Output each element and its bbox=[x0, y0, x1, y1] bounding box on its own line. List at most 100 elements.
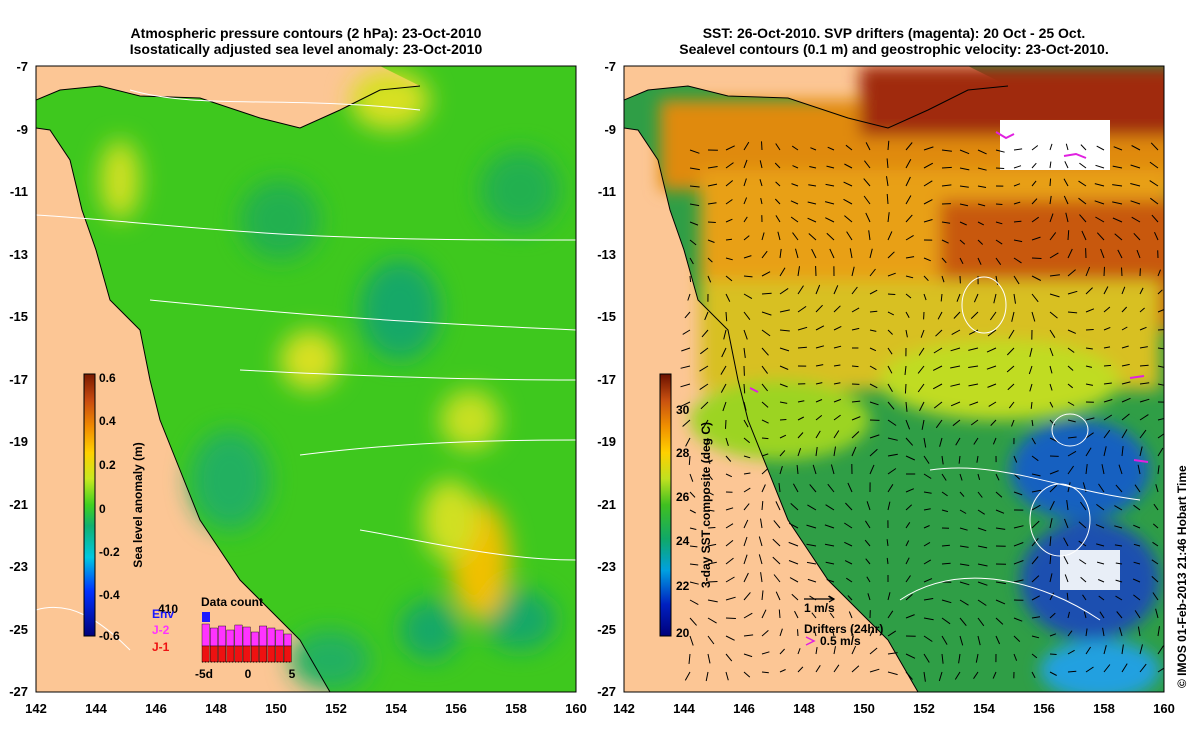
velocity-arrow bbox=[1031, 162, 1037, 169]
velocity-arrow bbox=[815, 382, 823, 385]
right-y-tick: -27 bbox=[597, 684, 616, 699]
velocity-arrow bbox=[970, 419, 979, 426]
velocity-arrow bbox=[1137, 464, 1141, 475]
left-y-tick: -19 bbox=[9, 434, 28, 449]
velocity-arrow bbox=[797, 266, 800, 277]
velocity-arrow bbox=[775, 501, 781, 511]
velocity-arrow bbox=[824, 201, 835, 205]
velocity-arrow bbox=[707, 617, 717, 624]
right-colorbar-gradient bbox=[659, 373, 672, 637]
velocity-arrow-field bbox=[680, 140, 1164, 682]
velocity-arrow bbox=[1031, 311, 1036, 322]
left-x-tick: 152 bbox=[325, 701, 347, 716]
left-title-line1: Atmospheric pressure contours (2 hPa): 2… bbox=[131, 25, 482, 41]
right-title-line2: Sealevel contours (0.1 m) and geostrophi… bbox=[679, 41, 1108, 57]
velocity-arrow bbox=[1049, 401, 1054, 408]
velocity-scale-legend: 1 m/s Drifters (24hr) 0.5 m/s bbox=[804, 595, 883, 648]
velocity-arrow bbox=[761, 453, 769, 457]
velocity-arrow bbox=[797, 346, 807, 349]
velocity-arrow bbox=[760, 518, 763, 529]
velocity-arrow bbox=[1085, 347, 1093, 350]
velocity-arrow bbox=[1130, 164, 1141, 169]
data-count-j2-bar bbox=[259, 625, 267, 647]
velocity-arrow bbox=[680, 365, 691, 369]
velocity-arrow bbox=[761, 609, 767, 619]
velocity-arrow bbox=[833, 382, 841, 385]
velocity-arrow bbox=[1121, 397, 1131, 403]
velocity-arrow bbox=[851, 446, 857, 457]
velocity-arrow bbox=[761, 347, 769, 356]
velocity-arrow bbox=[938, 671, 943, 682]
velocity-arrow bbox=[1049, 484, 1058, 493]
velocity-arrow bbox=[844, 560, 853, 565]
velocity-arrow bbox=[1067, 290, 1078, 295]
velocity-arrow bbox=[707, 599, 718, 603]
velocity-arrow bbox=[905, 504, 913, 511]
velocity-arrow bbox=[707, 239, 715, 243]
velocity-arrow bbox=[995, 599, 1006, 605]
velocity-arrow bbox=[830, 464, 835, 475]
velocity-arrow bbox=[939, 437, 943, 447]
velocity-arrow bbox=[1067, 670, 1077, 673]
velocity-arrow bbox=[959, 563, 970, 566]
velocity-arrow bbox=[846, 577, 853, 583]
velocity-arrow bbox=[1049, 161, 1052, 169]
velocity-arrow bbox=[941, 275, 945, 283]
velocity-arrow bbox=[1031, 635, 1040, 639]
velocity-arrow bbox=[995, 527, 1006, 530]
velocity-arrow bbox=[1157, 329, 1164, 331]
velocity-arrow bbox=[851, 286, 858, 295]
data-count-env-bar bbox=[202, 612, 210, 622]
right-colorbar-label: 3-day SST composite (deg C) bbox=[699, 422, 713, 588]
velocity-arrow bbox=[887, 383, 893, 392]
velocity-arrow bbox=[1013, 560, 1024, 565]
velocity-arrow bbox=[1085, 383, 1093, 386]
velocity-arrow bbox=[969, 401, 979, 406]
velocity-arrow bbox=[923, 508, 931, 511]
data-count-j2-bar bbox=[218, 625, 226, 647]
velocity-arrow bbox=[1011, 419, 1015, 427]
velocity-arrow bbox=[1063, 537, 1069, 547]
velocity-arrow bbox=[1157, 309, 1164, 313]
velocity-arrow bbox=[923, 455, 930, 464]
right-new-guinea-coast bbox=[624, 85, 1009, 129]
right-colorbar-tick: 30 bbox=[676, 403, 690, 417]
velocity-arrow bbox=[725, 635, 735, 641]
velocity-arrow bbox=[1133, 543, 1141, 547]
right-x-tick: 158 bbox=[1093, 701, 1115, 716]
velocity-arrow bbox=[977, 599, 987, 606]
velocity-arrow bbox=[851, 307, 860, 313]
velocity-arrow bbox=[887, 453, 898, 457]
velocity-arrow bbox=[689, 545, 698, 548]
velocity-arrow bbox=[1049, 518, 1053, 529]
data-count-bars bbox=[201, 623, 292, 663]
velocity-arrow bbox=[959, 545, 969, 548]
velocity-arrow bbox=[1082, 594, 1087, 601]
velocity-arrow bbox=[1049, 573, 1053, 583]
velocity-arrow bbox=[992, 671, 997, 679]
velocity-scale-arrowhead-icon bbox=[828, 595, 836, 603]
velocity-arrow bbox=[905, 540, 910, 547]
velocity-arrow bbox=[1079, 501, 1087, 511]
legend-j2: J-2 bbox=[152, 623, 170, 637]
velocity-arrow bbox=[743, 275, 753, 278]
velocity-arrow bbox=[941, 491, 948, 497]
velocity-arrow bbox=[950, 365, 961, 369]
left-x-tick: 146 bbox=[145, 701, 167, 716]
velocity-arrow bbox=[1133, 561, 1141, 565]
velocity-arrow bbox=[917, 383, 925, 393]
right-cloud-gap-south bbox=[1060, 550, 1120, 590]
velocity-arrow bbox=[779, 419, 787, 421]
velocity-arrow bbox=[941, 599, 952, 604]
velocity-arrow bbox=[725, 199, 733, 205]
velocity-arrow bbox=[815, 325, 825, 331]
left-map-frame bbox=[35, 65, 577, 693]
velocity-arrow bbox=[923, 293, 927, 301]
velocity-arrow bbox=[869, 627, 875, 637]
velocity-arrow bbox=[941, 617, 951, 625]
velocity-arrow bbox=[887, 592, 891, 601]
velocity-arrow bbox=[935, 419, 943, 429]
velocity-arrow bbox=[1031, 437, 1036, 445]
velocity-arrow bbox=[1157, 626, 1160, 637]
velocity-arrow bbox=[869, 310, 878, 313]
